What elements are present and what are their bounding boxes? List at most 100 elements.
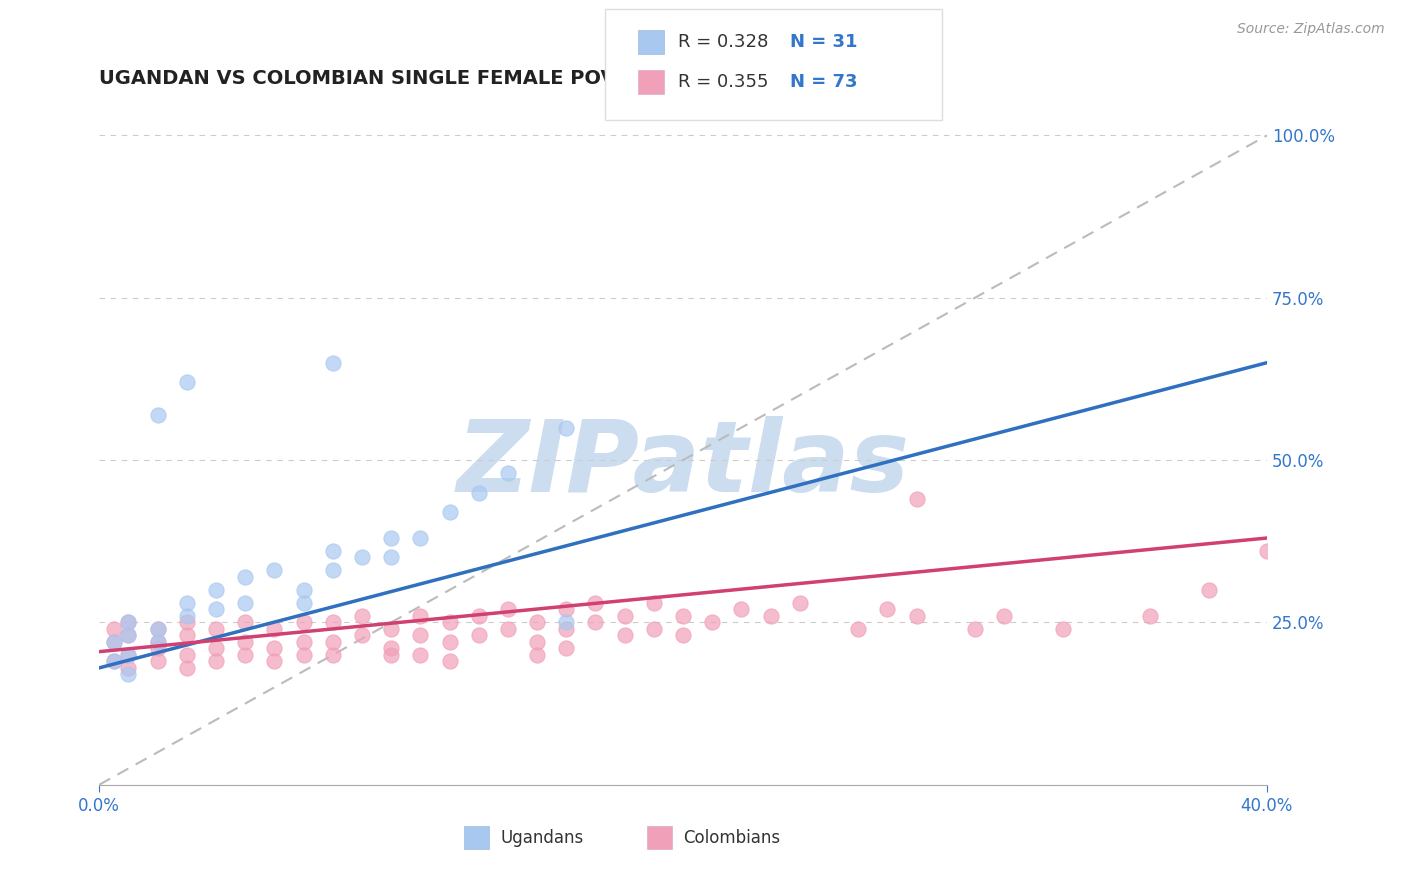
Point [117,661,139,675]
Point [117,615,139,630]
Point [993,609,1015,624]
Point [409,648,432,662]
Point [176,628,198,642]
Point [322,544,344,558]
Point [643,622,665,636]
Point [555,641,578,656]
Point [496,622,519,636]
Point [205,654,228,668]
Point [789,596,811,610]
Point [176,615,198,630]
Point [555,615,578,630]
Point [146,635,169,649]
Point [409,628,432,642]
Point [963,622,986,636]
Point [292,635,315,649]
Point [613,609,636,624]
Point [555,602,578,616]
Point [467,628,489,642]
Point [322,564,344,578]
Point [380,622,402,636]
Point [322,648,344,662]
Point [146,654,169,668]
Point [322,615,344,630]
Point [526,635,548,649]
Point [146,635,169,649]
Point [322,635,344,649]
Point [263,564,285,578]
Point [205,641,228,656]
Point [613,628,636,642]
Point [350,628,373,642]
Point [176,648,198,662]
Point [205,602,228,616]
Point [176,609,198,624]
Point [585,615,607,630]
Point [117,648,139,662]
Text: Source: ZipAtlas.com: Source: ZipAtlas.com [1237,22,1385,37]
Point [146,641,169,656]
Point [117,615,139,630]
Point [380,550,402,565]
Point [205,622,228,636]
Point [103,654,125,668]
Point [176,375,198,389]
Text: UGANDAN VS COLOMBIAN SINGLE FEMALE POVERTY CORRELATION CHART: UGANDAN VS COLOMBIAN SINGLE FEMALE POVER… [100,69,911,87]
Text: Ugandans: Ugandans [501,829,583,847]
Point [292,615,315,630]
Point [876,602,898,616]
Text: N = 73: N = 73 [790,73,858,91]
Point [263,641,285,656]
Point [730,602,752,616]
Point [292,596,315,610]
Point [439,505,461,519]
Point [1139,609,1161,624]
Point [103,635,125,649]
Text: R = 0.328: R = 0.328 [678,33,768,51]
Point [233,635,256,649]
Point [263,622,285,636]
Point [526,615,548,630]
Point [146,622,169,636]
Point [409,609,432,624]
Point [555,420,578,434]
Point [702,615,724,630]
Point [233,615,256,630]
Text: N = 31: N = 31 [790,33,858,51]
Point [467,485,489,500]
Text: Colombians: Colombians [683,829,780,847]
Point [350,609,373,624]
Point [350,550,373,565]
Point [643,596,665,610]
Point [117,628,139,642]
Point [233,570,256,584]
Point [846,622,869,636]
Point [176,661,198,675]
Text: ZIPatlas: ZIPatlas [457,416,910,513]
Point [380,531,402,545]
Point [1256,544,1278,558]
Point [146,408,169,422]
Point [117,667,139,681]
Point [233,648,256,662]
Point [1198,582,1220,597]
Point [496,602,519,616]
Point [103,654,125,668]
Point [439,615,461,630]
Point [263,654,285,668]
Point [905,491,928,506]
Point [103,635,125,649]
Point [905,609,928,624]
Point [380,641,402,656]
Text: R = 0.355: R = 0.355 [678,73,768,91]
Point [103,622,125,636]
Point [146,622,169,636]
Point [439,654,461,668]
Point [439,635,461,649]
Point [117,628,139,642]
Point [409,531,432,545]
Point [292,648,315,662]
Point [380,648,402,662]
Point [1052,622,1074,636]
Point [233,596,256,610]
